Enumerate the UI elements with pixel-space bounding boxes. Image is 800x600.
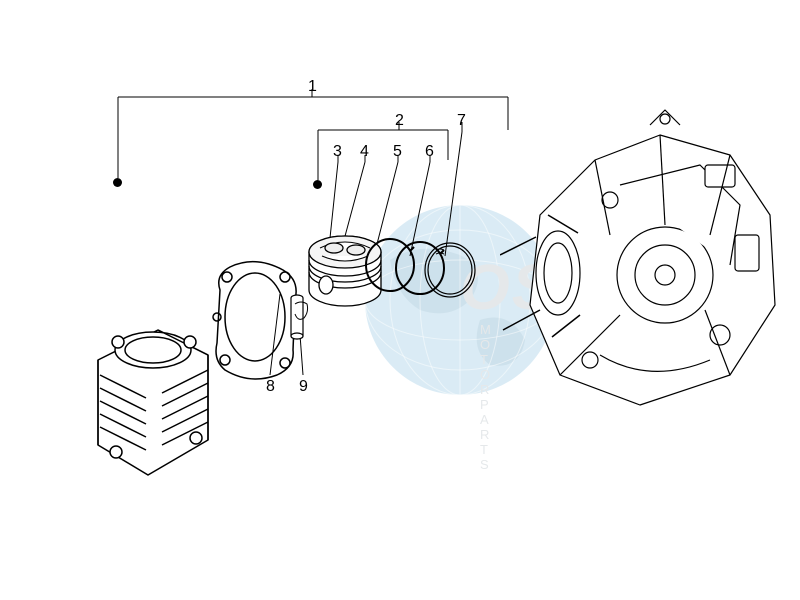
part-crankcase xyxy=(500,105,790,425)
callout-label-5: 5 xyxy=(393,143,402,161)
callout-label-2: 2 xyxy=(395,112,404,130)
callout-label-1: 1 xyxy=(308,78,317,96)
diagram-canvas: OSM M O T O R P A R T S 1 2 3 4 xyxy=(0,0,800,600)
callout-label-4: 4 xyxy=(360,143,369,161)
callout-bullet xyxy=(113,178,122,187)
callout-label-6: 6 xyxy=(425,143,434,161)
callout-label-7: 7 xyxy=(457,112,466,130)
callout-bullet xyxy=(313,180,322,189)
callout-label-3: 3 xyxy=(333,143,342,161)
part-ring-3 xyxy=(422,240,478,300)
